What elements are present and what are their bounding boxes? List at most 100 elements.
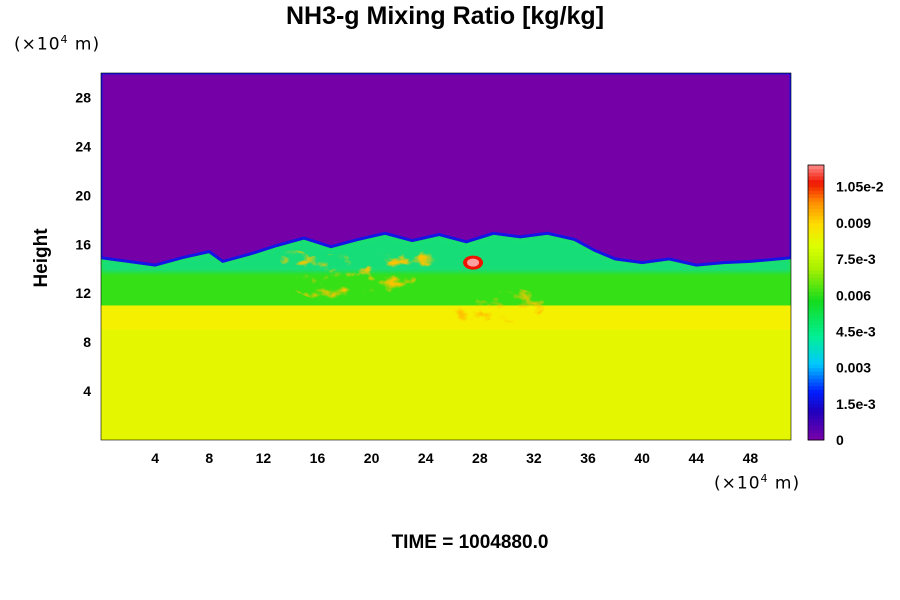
- y-tick-label-28: 28: [75, 89, 91, 105]
- y-tick-label-4: 4: [83, 383, 91, 399]
- colorbar-step-71: [808, 179, 824, 184]
- x-tick-label-48: 48: [743, 450, 759, 466]
- colorbar-step-29: [808, 331, 824, 336]
- colorbar-step-46: [808, 269, 824, 275]
- transition-band: [101, 305, 791, 330]
- cloud-edge-cyan: [101, 233, 791, 273]
- colorbar-step-13: [808, 389, 824, 394]
- y-tick-label-20: 20: [75, 187, 91, 203]
- colorbar-step-37: [808, 302, 824, 307]
- colorbar-step-58: [808, 226, 824, 231]
- colorbar-step-17: [808, 374, 824, 379]
- colorbar-step-45: [808, 273, 824, 278]
- colorbar-step-31: [808, 324, 824, 329]
- colorbar-step-3: [808, 425, 824, 430]
- colorbar-step-61: [808, 215, 824, 220]
- colorbar-step-28: [808, 335, 824, 340]
- colorbar-step-42: [808, 284, 824, 289]
- colorbar-step-33: [808, 316, 824, 322]
- colorbar-step-56: [808, 233, 824, 238]
- colorbar-step-25: [808, 345, 824, 351]
- colorbar-step-53: [808, 244, 824, 249]
- colorbar-step-72: [808, 175, 824, 180]
- x-tick-label-44: 44: [689, 450, 705, 466]
- colorbar-step-54: [808, 240, 824, 246]
- colorbar-step-27: [808, 338, 824, 343]
- max-region-core: [467, 258, 480, 267]
- colorbar-step-7: [808, 411, 824, 416]
- colorbar-step-59: [808, 222, 824, 228]
- colorbar-step-69: [808, 186, 824, 191]
- x-unit-label: (×104 m): [714, 472, 801, 494]
- colorbar-step-51: [808, 251, 824, 256]
- colorbar-step-26: [808, 342, 824, 347]
- colorbar-step-52: [808, 248, 824, 253]
- colorbar-step-35: [808, 309, 824, 314]
- colorbar-step-34: [808, 313, 824, 318]
- time-label: TIME = 1004880.0: [391, 532, 549, 553]
- colorbar-step-8: [808, 407, 824, 412]
- colorbar-step-70: [808, 183, 824, 188]
- colorbar-step-32: [808, 320, 824, 325]
- x-tick-label-24: 24: [418, 450, 434, 466]
- colorbar-step-20: [808, 364, 824, 369]
- colorbar-step-2: [808, 429, 824, 434]
- x-tick-label-28: 28: [472, 450, 488, 466]
- y-tick-label-24: 24: [75, 138, 91, 154]
- colorbar-step-21: [808, 360, 824, 365]
- convective-blob-6: [279, 250, 310, 268]
- colorbar-step-5: [808, 418, 824, 423]
- plot-frame: [100, 72, 792, 441]
- colorbar-step-0: [808, 436, 824, 441]
- colorbar-step-68: [808, 190, 824, 195]
- colorbar-tick-label-6: 0.009: [836, 215, 871, 231]
- colorbar-step-41: [808, 288, 824, 293]
- colorbar-step-44: [808, 277, 824, 282]
- convective-blob-2: [352, 254, 418, 294]
- colorbar-step-39: [808, 295, 824, 300]
- colorbar-tick-label-2: 0.003: [836, 360, 871, 376]
- colorbar-step-14: [808, 385, 824, 390]
- colorbar-step-19: [808, 367, 824, 372]
- colorbar-step-23: [808, 353, 824, 358]
- colorbar-step-24: [808, 349, 824, 354]
- colorbar-step-67: [808, 193, 824, 199]
- x-tick-label-8: 8: [205, 450, 213, 466]
- colorbar-step-9: [808, 403, 824, 408]
- colorbar-step-49: [808, 259, 824, 264]
- colorbar-step-73: [808, 172, 824, 177]
- colorbar-step-55: [808, 237, 824, 242]
- layer-lower-layer: [101, 329, 791, 440]
- colorbar-step-12: [808, 392, 824, 398]
- colorbar-step-57: [808, 230, 824, 235]
- convective-blob-5: [451, 305, 495, 323]
- chart-title: NH3-g Mixing Ratio [kg/kg]: [285, 2, 605, 30]
- colorbar-step-62: [808, 212, 824, 217]
- colorbar-step-74: [808, 168, 824, 173]
- colorbar-step-15: [808, 382, 824, 387]
- x-tick-label-20: 20: [364, 450, 380, 466]
- convective-blob-1: [287, 254, 375, 301]
- colorbar-frame: [807, 164, 825, 441]
- colorbar-step-43: [808, 280, 824, 285]
- colorbar-step-50: [808, 255, 824, 260]
- colorbar-tick-label-5: 7.5e-3: [836, 251, 876, 267]
- colorbar-tick-label-7: 1.05e-2: [836, 179, 884, 195]
- y-tick-label-8: 8: [83, 334, 91, 350]
- colorbar-step-48: [808, 262, 824, 267]
- colorbar-step-38: [808, 298, 824, 303]
- colorbar-step-64: [808, 204, 824, 209]
- colorbar-step-30: [808, 327, 824, 332]
- colorbar-tick-label-0: 0: [836, 432, 844, 448]
- colorbar-tick-label-4: 0.006: [836, 287, 871, 303]
- colorbar-step-4: [808, 421, 824, 427]
- x-tick-label-40: 40: [634, 450, 650, 466]
- upper-empty-region: [101, 73, 791, 267]
- colorbar-step-6: [808, 414, 824, 419]
- colorbar-step-65: [808, 201, 824, 206]
- colorbar-step-36: [808, 306, 824, 311]
- x-tick-label-4: 4: [151, 450, 159, 466]
- x-tick-label-12: 12: [256, 450, 272, 466]
- colorbar-step-47: [808, 266, 824, 271]
- colorbar-step-11: [808, 396, 824, 401]
